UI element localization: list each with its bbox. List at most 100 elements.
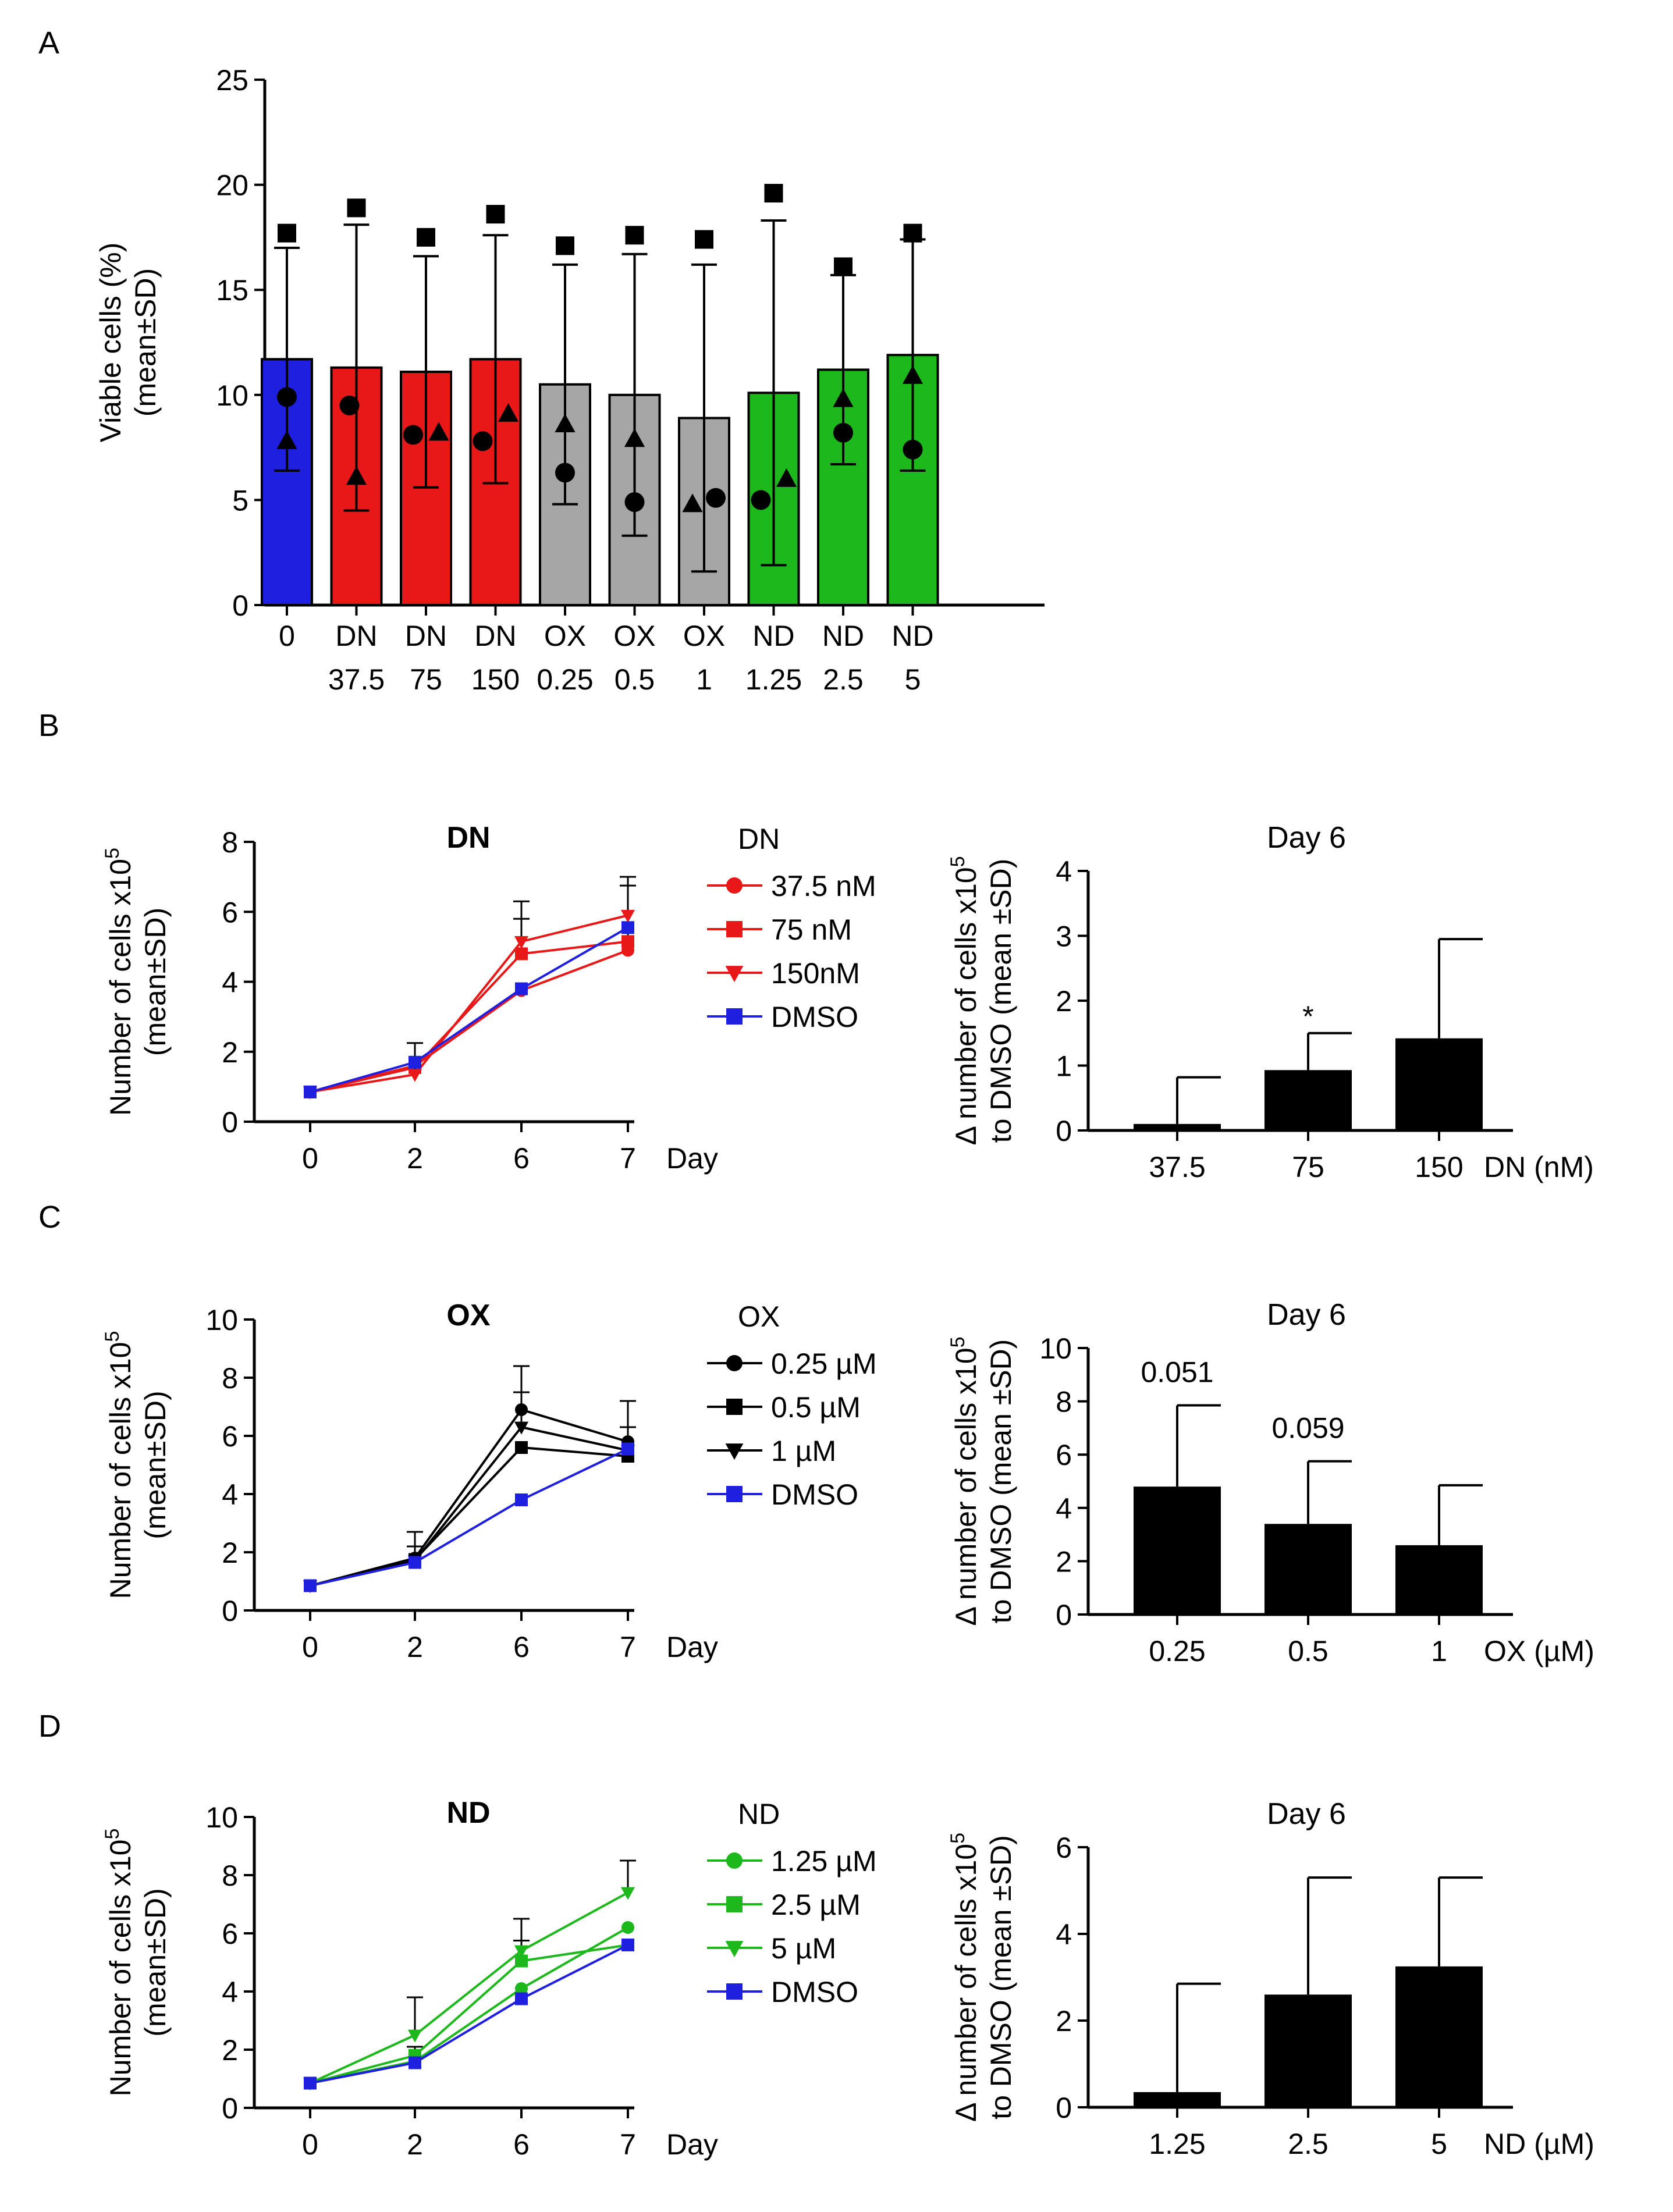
chart-d-line-title: ND (446, 1796, 490, 1830)
chart-d-line-y-tick-label: 10 (205, 1801, 238, 1834)
chart-b-bar-y-title-line-2: to DMSO (mean ±SD) (985, 859, 1017, 1143)
chart-d-line-legend-swatch-marker (726, 1896, 743, 1912)
chart-d-bar-y-title-exponent: 5 (947, 1833, 969, 1844)
chart-a-point-triangle (682, 493, 703, 513)
panel-label-d: D (38, 1709, 61, 1744)
chart-d-line-y-tick-label: 4 (222, 1976, 238, 2008)
chart-b-bar-annotation: * (1302, 1000, 1313, 1033)
chart-c-bar-bar (1264, 1524, 1352, 1614)
chart-b-line-y-axis-title: Number of cells x105 (mean±SD) (101, 848, 172, 1116)
chart-c-line-data-point (621, 1442, 634, 1456)
chart-d-bar-y-tick-label: 2 (1056, 2005, 1072, 2037)
chart-d-line-x-tick-label: 2 (407, 2128, 423, 2161)
chart-c-line-y-title-line-1: Number of cells x10 (104, 1342, 137, 1599)
chart-c-line-legend-swatch-marker (725, 1443, 744, 1460)
chart-a-x-tick-label: ND (752, 620, 794, 652)
chart-c-line-y-title-line-2: (mean±SD) (139, 1390, 172, 1539)
chart-a-point-triangle (555, 413, 576, 432)
chart-a-point-square (695, 230, 713, 249)
chart-b-line-y-tick-label: 2 (222, 1036, 238, 1069)
chart-c-bar-title: Day 6 (1267, 1298, 1346, 1332)
chart-c-line-y-tick-label: 10 (205, 1304, 238, 1336)
chart-c-line-legend-swatch-marker (726, 1355, 743, 1371)
chart-b-line-y-title-line-1: Number of cells x10 (104, 859, 137, 1116)
chart-a-x-tick-label: ND (822, 620, 864, 652)
chart-c-line-data-point (304, 1579, 317, 1592)
chart-c-bar-y-tick-label: 2 (1056, 1545, 1072, 1578)
chart-d-line-y-axis-title: Number of cells x105 (mean±SD) (101, 1829, 172, 2097)
chart-b-line-x-axis-title: Day (666, 1142, 718, 1175)
chart-b-line-data-point (514, 936, 529, 949)
chart-a-y-title-line-2: (mean±SD) (129, 268, 162, 417)
chart-d-line-x-tick-label: 6 (513, 2128, 530, 2161)
chart-a-x-tick-label: OX (613, 620, 655, 652)
chart-a-point-square (764, 184, 783, 203)
chart-c-line-y-tick-label: 8 (222, 1362, 238, 1395)
chart-d-line-x-axis-title: Day (666, 2128, 718, 2161)
chart-b-bar-x-tick-label: 75 (1292, 1151, 1324, 1183)
chart-d-line-data-point (409, 2056, 421, 2069)
chart-a-x-tick-label: 0.5 (615, 663, 655, 696)
chart-b-line-x-tick-label: 7 (620, 1142, 636, 1175)
chart-a-x-tick-label: 150 (471, 663, 520, 696)
chart-a-y-axis-title: Viable cells (%)(mean±SD) (94, 243, 162, 443)
chart-a-y-tick-label: 25 (216, 64, 248, 97)
chart-d-line-series-line (310, 1891, 628, 2085)
chart-a-x-tick-label: 1.25 (745, 663, 802, 696)
chart-c-line-y-tick-label: 2 (222, 1537, 238, 1569)
chart-d-line-data-point (407, 2029, 422, 2043)
chart-c-bar-x-tick-label: 1 (1431, 1635, 1447, 1667)
chart-d-line-data-point (515, 1954, 528, 1968)
chart-c-line-y-axis-title: Number of cells x105 (mean±SD) (101, 1331, 172, 1599)
chart-b-line-data-point (409, 1055, 421, 1069)
chart-b-bar-y-tick-label: 4 (1056, 855, 1072, 888)
chart-d-line-series-line (310, 1944, 628, 2085)
chart-d-line-data-point (621, 1921, 634, 1934)
chart-a-point-square (625, 226, 644, 245)
chart-a-x-tick-label: DN (335, 620, 377, 652)
chart-a-x-tick-label: 75 (410, 663, 442, 696)
chart-a-point-triangle (346, 466, 367, 485)
chart-c-line-series-line (310, 1425, 628, 1587)
chart-c-bar-y-axis-title: Δ number of cells x105 to DMSO (mean ±SD) (947, 1337, 1017, 1626)
chart-a-point-triangle (833, 388, 854, 407)
chart-c-bar-x-tick-label: 0.5 (1288, 1635, 1329, 1667)
chart-c-line-data-point (515, 1493, 528, 1506)
chart-c-bar: 0 2 4 6 8 10 Δ number of cells x105 to DMSO (me… (947, 1298, 1594, 1667)
chart-c-line: 0 2 4 6 8 10 Number of cells x105 (mean±SD) OX 0 2… (101, 1299, 877, 1663)
chart-d-line-data-point (620, 1887, 635, 1900)
chart-a-point-circle (706, 488, 726, 508)
chart-b-line-data-point (621, 935, 634, 948)
chart-a-x-tick-label: 0 (279, 620, 295, 652)
chart-c-bar-y-tick-label: 6 (1056, 1439, 1072, 1471)
chart-a-y-tick-label: 15 (216, 274, 248, 307)
chart-c-line-x-tick-label: 6 (513, 1631, 530, 1663)
chart-d-bar-bar (1395, 1966, 1483, 2107)
chart-b-line-legend-label: 150nM (771, 957, 860, 990)
chart-b-bar-y-title-line-1: Δ number of cells x10 (950, 867, 982, 1145)
chart-d-line-data-point (515, 1992, 528, 2005)
chart-c-bar-y-tick-label: 4 (1056, 1492, 1072, 1525)
chart-d-line-legend-swatch-marker (725, 1941, 744, 1958)
chart-b-line-legend-label: 37.5 nM (771, 870, 876, 902)
chart-d-line-series-line (310, 1944, 628, 2085)
chart-a-point-square (834, 257, 853, 276)
chart-a-point-circle (473, 431, 493, 451)
chart-c-line-x-tick-label: 2 (407, 1631, 423, 1663)
chart-b-bar-bar (1134, 1123, 1221, 1130)
chart-d-line-legend-label: 1.25 µM (771, 1845, 877, 1877)
chart-c-bar-y-title-exponent: 5 (947, 1337, 969, 1348)
chart-d-bar-y-axis-title: Δ number of cells x105 to DMSO (mean ±SD) (947, 1833, 1017, 2122)
panel-labels: A B C D (38, 26, 61, 1744)
chart-b-line-series-line (310, 914, 628, 1093)
chart-b-line-y-title-line-2: (mean±SD) (139, 908, 172, 1056)
chart-d-line-data-point (515, 1982, 528, 1995)
chart-a-y-tick-label: 20 (216, 169, 248, 202)
chart-c-line-x-tick-label: 7 (620, 1631, 636, 1663)
chart-a-x-tick-label: 5 (905, 663, 921, 696)
chart-b-bar-y-tick-label: 3 (1056, 920, 1072, 953)
chart-a-point-circle (339, 395, 360, 415)
chart-b-line-legend-title: DN (738, 823, 780, 855)
